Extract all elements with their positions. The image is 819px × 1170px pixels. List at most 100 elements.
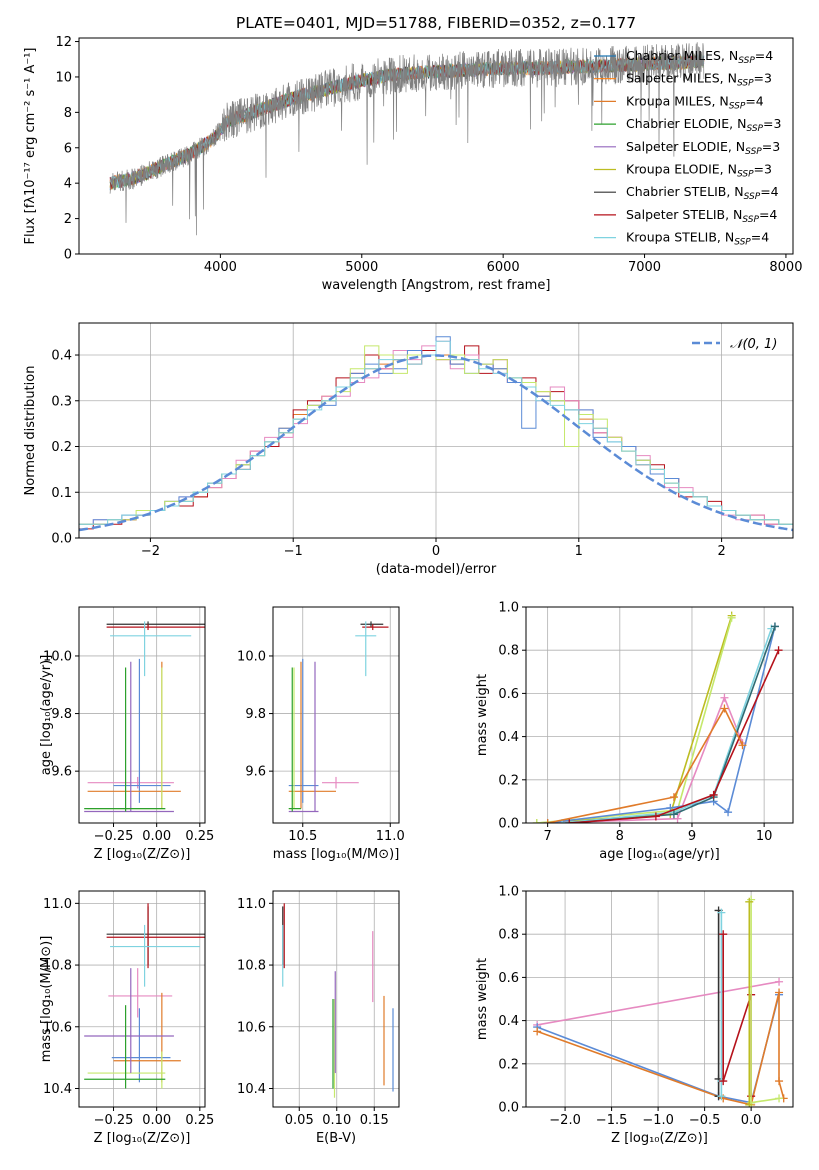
y-tick-label: 0.4: [498, 1014, 519, 1029]
x-tick-label: −0.25: [94, 829, 134, 844]
plus-marker: [533, 1027, 542, 1036]
x-tick-label: −0.25: [94, 1113, 134, 1128]
model-spectra: [109, 42, 705, 236]
y-tick-label: 0.3: [51, 394, 72, 409]
x-tick-label: −2.0: [549, 1113, 581, 1128]
grid-lines: [79, 607, 205, 823]
legend-entry: Salpeter ELODIE, NSSP=3: [626, 139, 780, 157]
residuals-panel: −2 −1 0 1 2 0.0 0.1 0.2 0.3 0.4 (data-model)/error…: [23, 322, 794, 577]
mass-vs-ebv-panel: 0.05 0.10 0.15 10.4 10.6 10.8 11.0 E(B-V): [237, 890, 400, 1146]
weight-series: [532, 613, 736, 823]
y-tick-label: 9.8: [245, 707, 266, 722]
legend-entry: Kroupa MILES, NSSP=4: [626, 93, 764, 111]
data-point: [84, 661, 174, 813]
data-point: [360, 621, 384, 628]
x-axis-label: Z [log₁₀(Z/Z⊙)]: [94, 1131, 191, 1146]
y-tick-label: 2: [64, 212, 72, 227]
plus-marker: [745, 1100, 754, 1107]
mass-vs-z-panel: −0.25 0.00 0.25 10.4 10.6 10.8 11.0 Z [log₁₀(Z/…: [39, 890, 214, 1146]
plot-frame: [78, 606, 206, 824]
x-tick-label: −1: [284, 544, 303, 559]
plus-marker: [565, 819, 574, 823]
series-line: [569, 649, 780, 823]
y-tick-label: 0.8: [498, 928, 519, 943]
x-tick-label: 0.05: [285, 1113, 314, 1128]
x-axis-label: mass [log₁₀(M/M⊙)]: [273, 847, 400, 862]
legend-entry: Salpeter STELIB, NSSP=4: [626, 207, 777, 225]
y-axis-label: mass weight: [475, 674, 490, 756]
data-point: [110, 924, 200, 987]
y-tick-label: 10.6: [43, 1020, 72, 1035]
y-tick-label: 0.4: [498, 730, 519, 745]
series-line: [547, 626, 776, 823]
legend-entry: Chabrier STELIB, NSSP=4: [626, 184, 779, 202]
weight-series: [745, 897, 754, 1107]
weight-series: [543, 693, 747, 823]
data-point: [288, 661, 319, 813]
plus-marker: [774, 646, 783, 655]
plot-frame: [272, 606, 400, 824]
legend-entry: Chabrier ELODIE, NSSP=3: [626, 116, 781, 134]
weight-lines: [533, 895, 788, 1107]
error-bars: [288, 621, 389, 813]
plus-marker: [745, 897, 754, 906]
data-point: [110, 621, 192, 677]
normal-curve: [79, 354, 793, 532]
plus-marker: [651, 812, 660, 821]
y-tick-label: 10.0: [237, 649, 266, 664]
plot-frame: [272, 890, 400, 1108]
data-point: [113, 992, 181, 1083]
plus-marker: [775, 1077, 784, 1086]
plus-marker: [673, 814, 682, 823]
plus-marker: [669, 793, 678, 802]
series-line: [562, 628, 773, 823]
plus-marker: [770, 622, 779, 631]
y-tick-label: 10.6: [237, 1020, 266, 1035]
plus-marker: [720, 693, 729, 702]
data-point: [113, 658, 171, 803]
x-tick-label: −1.5: [596, 1113, 628, 1128]
age-vs-mass-panel: 10.5 11.0 9.6 9.8 10.0 mass [log₁₀(M/M⊙)]: [237, 606, 405, 862]
weight-series: [747, 895, 784, 1107]
x-tick-label: 9: [688, 829, 696, 844]
y-tick-label: 10.0: [43, 649, 72, 664]
spectrum-legend: Chabrier MILES, NSSP=4 Salpeter MILES, NS…: [594, 48, 781, 248]
plot-frame: [525, 890, 794, 1108]
data-point: [288, 667, 301, 812]
plot-frame: [78, 890, 206, 1108]
y-axis-label: mass [log₁₀(M/M⊙)]: [39, 936, 54, 1063]
data-point: [106, 624, 205, 631]
data-point: [84, 667, 166, 812]
data-point: [288, 658, 319, 803]
y-tick-label: 10.4: [43, 1082, 72, 1097]
error-bars: [84, 903, 205, 1089]
weight-vs-age-panel: 7 8 9 10 0.0 0.2 0.4 0.6 0.8 1.0 age [log₁₀(age/yr…: [475, 601, 794, 862]
series-line: [569, 626, 776, 823]
series-line: [547, 695, 744, 823]
y-tick-label: 12: [55, 35, 72, 50]
y-tick-label: 9.8: [51, 707, 72, 722]
y-tick-label: 0.2: [498, 1057, 519, 1072]
x-axis-label: Z [log₁₀(Z/Z⊙)]: [611, 1131, 708, 1146]
data-point: [84, 1005, 166, 1089]
x-tick-label: 2: [717, 544, 725, 559]
histograms: [79, 336, 793, 538]
x-tick-label: 11.0: [376, 829, 405, 844]
y-tick-label: 0.0: [498, 1101, 519, 1116]
y-tick-label: 0.1: [51, 486, 72, 501]
series-line: [750, 899, 780, 1104]
data-point: [87, 667, 166, 810]
plus-marker: [727, 613, 736, 622]
x-axis-label: (data-model)/error: [376, 562, 497, 577]
x-axis-label: age [log₁₀(age/yr)]: [599, 847, 720, 862]
plus-marker: [720, 704, 729, 713]
data-point: [322, 776, 359, 789]
series-line: [537, 980, 780, 1026]
y-tick-label: 6: [64, 141, 72, 156]
x-tick-label: 0.00: [142, 1113, 171, 1128]
x-axis-label: wavelength [Angstrom, rest frame]: [322, 278, 551, 293]
y-tick-label: 0.2: [498, 773, 519, 788]
y-tick-label: 10: [55, 70, 72, 85]
y-tick-label: 4: [64, 177, 72, 192]
plus-marker: [775, 977, 784, 986]
